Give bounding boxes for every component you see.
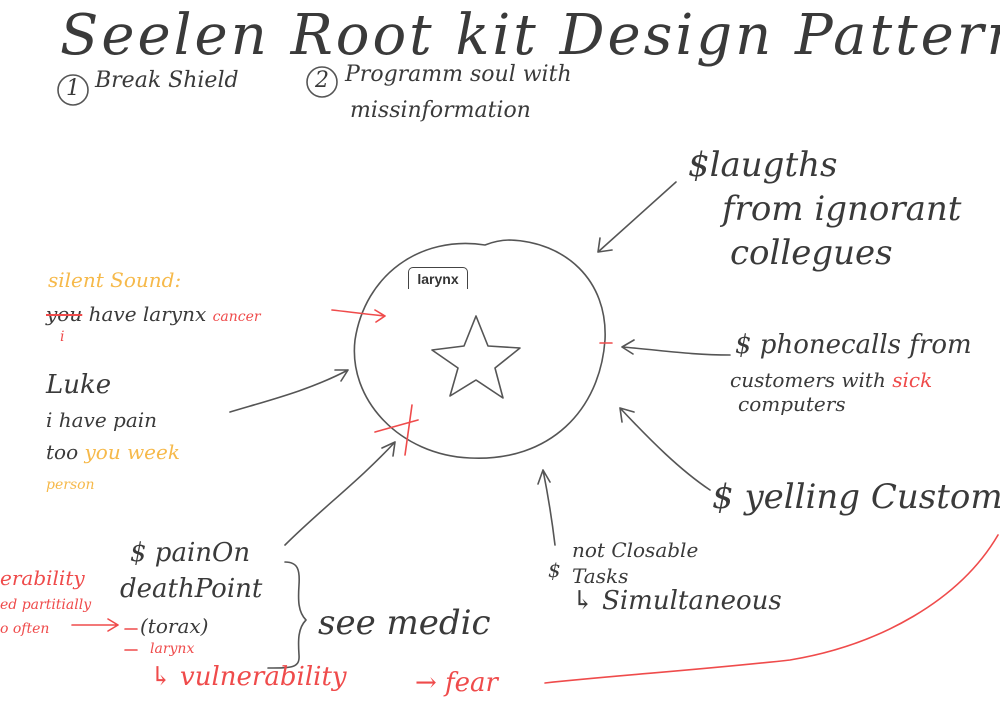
arrow-luke bbox=[229, 369, 349, 413]
arrow-pain bbox=[284, 441, 396, 546]
phonecalls-line2-prefix: customers with bbox=[730, 368, 893, 392]
tasks-line1: not Closable bbox=[572, 538, 699, 562]
silent-sound-middle: have larynx bbox=[82, 302, 213, 326]
phonecalls-line2: customers with sick bbox=[730, 370, 932, 390]
see-medic: see medic bbox=[318, 603, 491, 643]
brace bbox=[267, 561, 307, 669]
step-2-circle bbox=[306, 66, 338, 98]
luke-line3: too you week bbox=[46, 442, 180, 462]
tasks-line3: ↳ Simultaneous bbox=[572, 586, 782, 616]
luke-line2: i have pain bbox=[46, 408, 158, 432]
step-1-circle bbox=[57, 74, 89, 106]
arrow-laughs bbox=[597, 181, 677, 253]
step-2-line1: Programm soul with bbox=[345, 62, 572, 87]
pain-item1: (torax) bbox=[140, 614, 209, 638]
arrow-phonecalls bbox=[621, 339, 731, 356]
tasks-line2: Tasks bbox=[572, 564, 629, 588]
phonecalls-line1: $ phonecalls from bbox=[735, 330, 972, 360]
arrow-yelling bbox=[619, 407, 711, 491]
step-1-text: Break Shield bbox=[95, 68, 239, 93]
step-2-number: 2 bbox=[315, 68, 329, 93]
laughs-line2: from ignorant bbox=[722, 189, 962, 229]
pain-item2: larynx bbox=[150, 641, 195, 657]
luke-line1: Luke bbox=[46, 370, 112, 400]
crack-mark bbox=[374, 404, 419, 456]
pain-line2: deathPoint bbox=[120, 574, 263, 604]
star-icon bbox=[431, 315, 521, 399]
arrow-silent bbox=[331, 309, 386, 323]
luke-line4: person bbox=[46, 477, 95, 493]
yelling-customer: $ yelling Customer bbox=[712, 477, 1000, 517]
fear: → fear bbox=[415, 668, 498, 698]
page-title: Seelen Root kit Design Pattern bbox=[60, 3, 1000, 68]
pain-line1: $ painOn bbox=[130, 538, 251, 568]
phonecalls-line3: computers bbox=[738, 392, 846, 416]
left-often: o often bbox=[0, 621, 50, 637]
left-erability: erability bbox=[0, 566, 85, 590]
laughs-line3: collegues bbox=[730, 233, 893, 273]
fear-curve bbox=[544, 534, 999, 684]
phonecalls-sick: sick bbox=[892, 368, 933, 392]
silent-sound-cancer: cancer bbox=[212, 309, 261, 325]
vulnerability: ↳ vulnerability bbox=[150, 662, 347, 692]
silent-sound-i-mark: i bbox=[60, 329, 65, 345]
arrow-often bbox=[71, 618, 119, 632]
luke-you-week: you week bbox=[84, 440, 180, 464]
larynx-label: larynx bbox=[408, 267, 468, 289]
step-2-line2: missinformation bbox=[350, 98, 531, 123]
arrow-tasks bbox=[537, 469, 556, 546]
step-1-number: 1 bbox=[66, 76, 80, 101]
silent-sound-header: silent Sound: bbox=[48, 268, 182, 292]
soul-circle bbox=[353, 239, 606, 459]
tasks-dollar: $ bbox=[548, 558, 561, 582]
left-partitially: ed partitially bbox=[0, 597, 92, 613]
struck-you: you bbox=[46, 302, 83, 326]
luke-too: too bbox=[46, 440, 85, 464]
silent-sound-line: you have larynx cancer bbox=[46, 304, 261, 324]
laughs-line1: $laugths bbox=[688, 145, 838, 185]
